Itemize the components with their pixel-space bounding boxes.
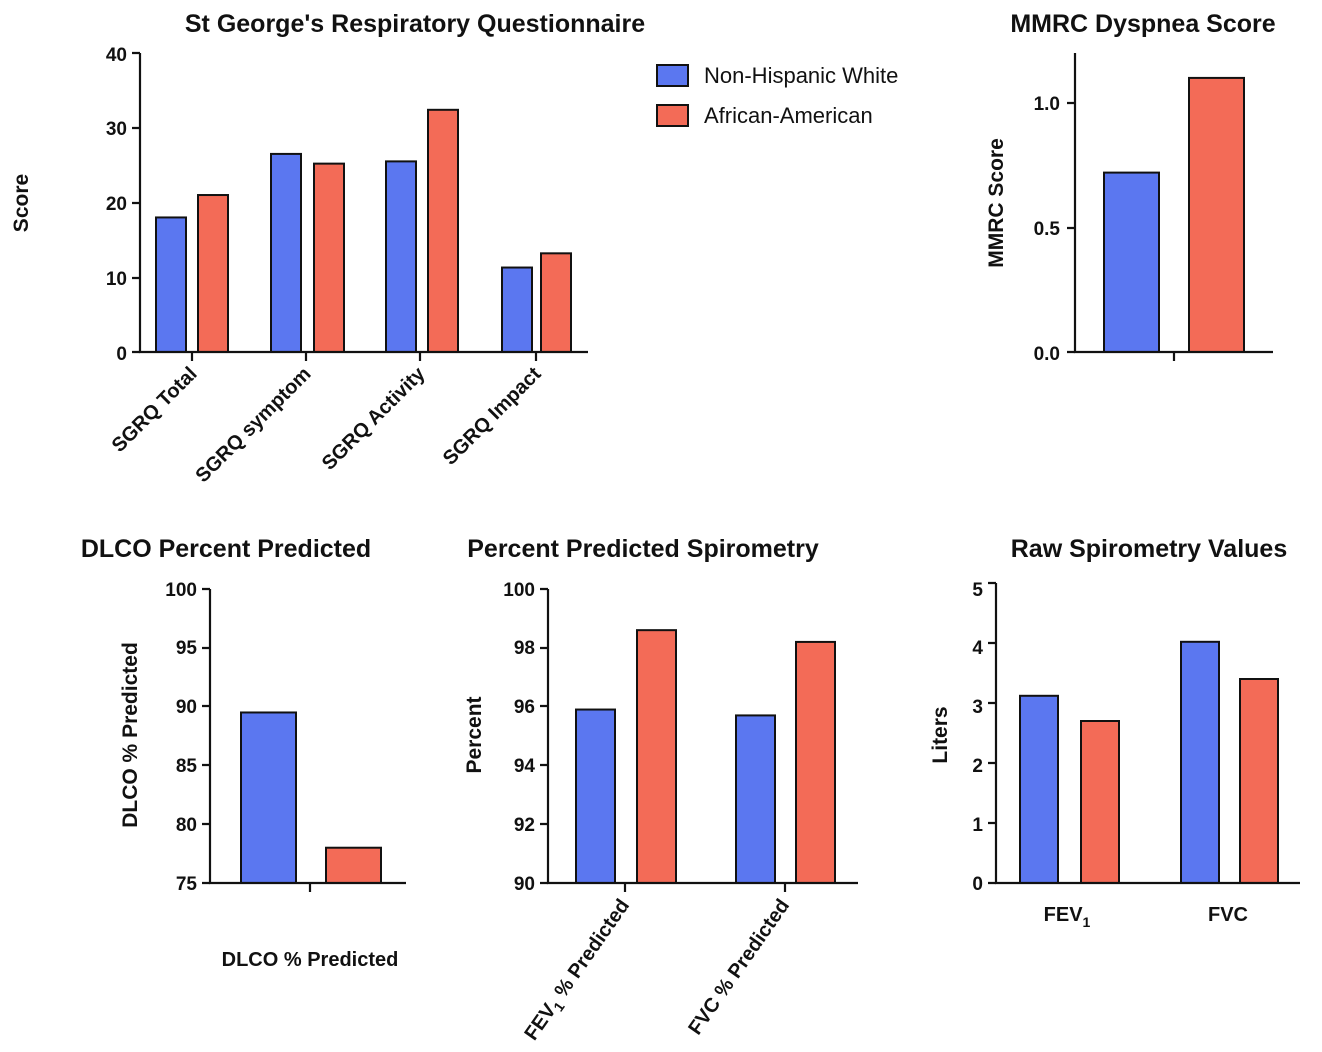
raw-title: Raw Spirometry Values [1011, 535, 1288, 563]
raw-category-label-fvc: FVC [1208, 904, 1248, 926]
sgrq-bar-african-american [197, 194, 229, 353]
mmrc-y-axis-label: MMRC Score [985, 138, 1008, 268]
pps-panel: Percent Predicted Spirometry Percent 90 … [463, 535, 858, 1046]
raw-ytick-3: 3 [972, 697, 983, 718]
legend-label-non-hispanic-white: Non-Hispanic White [704, 63, 898, 88]
raw-y-tick-labels: 0 1 2 3 4 5 [972, 580, 983, 895]
dlco-title: DLCO Percent Predicted [81, 535, 371, 563]
sgrq-category-label: SGRQ Impact [439, 363, 546, 470]
mmrc-ytick-1: 0.5 [1034, 219, 1061, 240]
pps-title: Percent Predicted Spirometry [467, 535, 819, 563]
dlco-ytick-5: 100 [165, 580, 197, 601]
mmrc-ytick-2: 1.0 [1034, 94, 1060, 115]
mmrc-tick-marks [1067, 101, 1176, 361]
dlco-ytick-1: 80 [176, 815, 197, 836]
pps-bars [575, 629, 836, 884]
sgrq-category-label: SGRQ Activity [318, 362, 430, 474]
sgrq-y-tick-labels: 0 10 20 30 40 [106, 45, 127, 365]
sgrq-panel: St George's Respiratory Questionnaire Sc… [10, 10, 645, 487]
pps-ytick-0: 90 [514, 874, 535, 895]
pps-bar-african-american [636, 629, 677, 884]
sgrq-ytick-2: 20 [106, 194, 127, 215]
mmrc-bar-non-hispanic-white [1103, 171, 1160, 353]
sgrq-y-axis-label: Score [10, 174, 33, 232]
pps-tick-marks [540, 587, 787, 892]
pps-ytick-2: 94 [514, 756, 536, 777]
mmrc-ytick-0: 0.0 [1034, 344, 1060, 365]
pps-y-axis-label: Percent [463, 696, 486, 773]
raw-bar-african-american [1239, 678, 1279, 884]
mmrc-bars [1103, 76, 1245, 354]
sgrq-ytick-1: 10 [106, 269, 127, 290]
sgrq-category-labels: SGRQ Total SGRQ symptom SGRQ Activity SG… [108, 362, 546, 487]
raw-ytick-2: 2 [972, 756, 983, 777]
dlco-bar-african-american [325, 846, 382, 884]
raw-panel: Raw Spirometry Values Liters 0 1 2 3 4 5… [929, 535, 1300, 930]
raw-ytick-1: 1 [972, 815, 983, 836]
raw-category-label-fev1: FEV1 [1044, 904, 1091, 930]
dlco-panel: DLCO Percent Predicted DLCO % Predicted … [81, 535, 406, 971]
sgrq-bar-african-american [540, 252, 572, 353]
sgrq-bar-non-hispanic-white [501, 266, 533, 353]
sgrq-title: St George's Respiratory Questionnaire [185, 10, 645, 38]
sgrq-bar-non-hispanic-white [385, 160, 417, 353]
sgrq-category-label: SGRQ Total [108, 363, 202, 457]
raw-bars [1019, 640, 1279, 884]
pps-ytick-4: 98 [514, 638, 535, 659]
legend-swatch-non-hispanic-white [656, 64, 689, 87]
sgrq-bar-non-hispanic-white [155, 216, 187, 353]
raw-bar-non-hispanic-white [1180, 640, 1220, 884]
pps-category-label-fev1: FEV1 % Predicted [520, 895, 636, 1046]
pps-category-label-fvc: FVC % Predicted [684, 895, 794, 1039]
raw-bar-non-hispanic-white [1019, 694, 1059, 884]
legend-swatch-african-american [656, 104, 689, 127]
sgrq-bar-african-american [427, 108, 459, 353]
pps-y-tick-labels: 90 92 94 96 98 100 [503, 580, 535, 895]
raw-bar-african-american [1080, 720, 1120, 884]
pps-bar-african-american [795, 640, 836, 884]
mmrc-y-tick-labels: 0.0 0.5 1.0 [1034, 94, 1061, 365]
sgrq-tick-marks [132, 51, 538, 361]
dlco-axes [208, 589, 406, 885]
dlco-bar-non-hispanic-white [240, 711, 297, 884]
dlco-tick-marks [202, 587, 312, 892]
sgrq-bars [155, 108, 572, 353]
sgrq-ytick-3: 30 [106, 119, 127, 140]
pps-ytick-3: 96 [514, 697, 535, 718]
sgrq-category-label: SGRQ symptom [192, 363, 316, 487]
sgrq-ytick-4: 40 [106, 45, 127, 66]
raw-ytick-4: 4 [972, 638, 983, 659]
dlco-ytick-0: 75 [176, 874, 198, 895]
pps-bar-non-hispanic-white [735, 714, 776, 884]
raw-ytick-0: 0 [972, 874, 983, 895]
legend-label-african-american: African-American [704, 103, 873, 128]
dlco-y-axis-label: DLCO % Predicted [119, 642, 142, 828]
pps-bar-non-hispanic-white [575, 708, 616, 884]
sgrq-bar-african-american [313, 162, 345, 353]
pps-ytick-1: 92 [514, 815, 535, 836]
sgrq-ytick-0: 0 [116, 344, 127, 365]
mmrc-bar-african-american [1188, 76, 1245, 354]
mmrc-panel: MMRC Dyspnea Score MMRC Score 0.0 0.5 1.… [985, 10, 1276, 365]
dlco-bars [240, 711, 382, 884]
raw-tick-marks [988, 581, 996, 885]
legend: Non-Hispanic White African-American [656, 63, 898, 128]
dlco-x-axis-label: DLCO % Predicted [222, 949, 399, 971]
sgrq-bar-non-hispanic-white [270, 152, 302, 353]
dlco-ytick-3: 90 [176, 697, 197, 718]
dlco-ytick-4: 95 [176, 638, 198, 659]
raw-y-axis-label: Liters [929, 706, 952, 763]
dlco-y-tick-labels: 75 80 85 90 95 100 [165, 580, 197, 895]
mmrc-title: MMRC Dyspnea Score [1010, 10, 1275, 38]
pps-ytick-5: 100 [503, 580, 535, 601]
raw-ytick-5: 5 [972, 580, 983, 601]
dlco-ytick-2: 85 [176, 756, 198, 777]
